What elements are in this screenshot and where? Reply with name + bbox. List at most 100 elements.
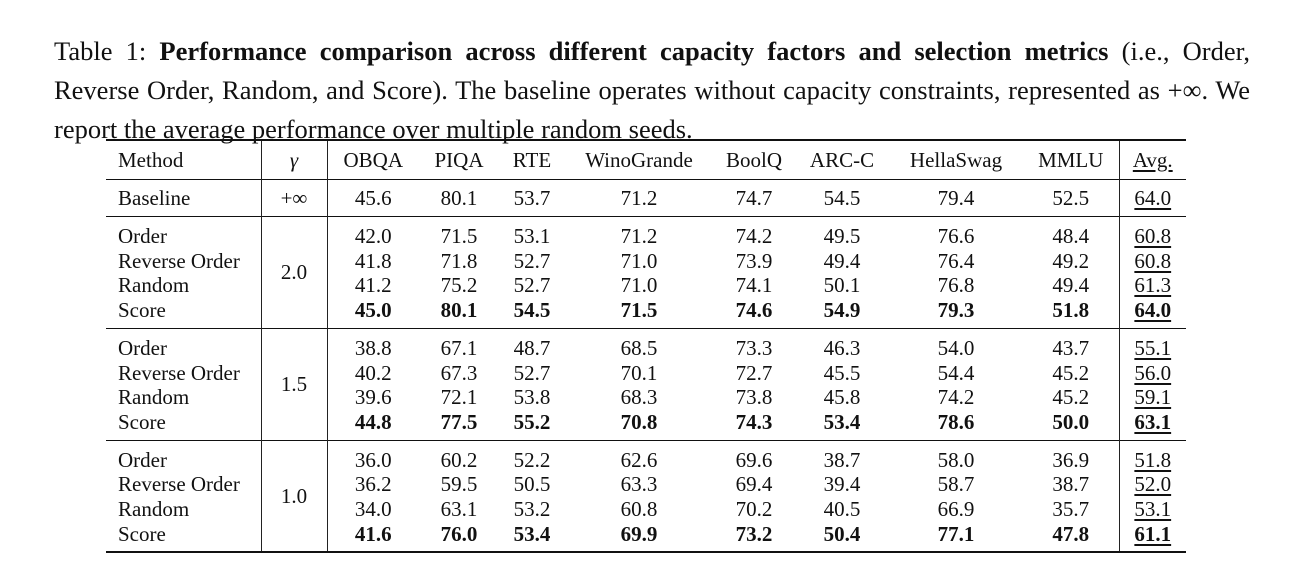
method-cell: Random — [118, 385, 190, 410]
cell-boolq: 73.8 — [735, 385, 773, 410]
cell-obqa: 42.0 — [327, 215, 419, 249]
cell-mmlu: 51.8 — [1052, 298, 1090, 323]
cell-boolq: 73.2 — [713, 521, 795, 554]
method-cell: Score — [118, 298, 166, 323]
cell-piqa: 71.8 — [440, 248, 478, 273]
caption-bold: Performance comparison across different … — [159, 36, 1109, 66]
cell-piqa: 77.5 — [440, 409, 478, 434]
table-row: Order 1.0 36.0 60.2 52.2 62.6 69.6 38.7 58.0 36.9… — [106, 439, 1186, 554]
header-gamma: γ — [260, 139, 328, 180]
table-row: Score 44.8 77.5 55.2 70.8 74.3 53.4 78.6 50.0 63.… — [106, 409, 1186, 441]
method-cell: Random — [118, 497, 190, 522]
cell-hellaswag: 54.4 — [937, 360, 975, 385]
cell-arc-c: 45.5 — [823, 360, 861, 385]
header-hellaswag: HellaSwag — [889, 139, 1023, 180]
cell-hellaswag: 77.1 — [889, 521, 1023, 554]
cell-rte: 52.7 — [513, 360, 551, 385]
header-arc-c: ARC-C — [795, 139, 889, 180]
cell-rte: 55.2 — [513, 409, 551, 434]
method-cell: Reverse Order — [118, 248, 240, 273]
method-cell: Order — [106, 439, 261, 473]
cell-winogrande: 62.6 — [565, 439, 713, 473]
table-row: Score 45.0 80.1 54.5 71.5 74.6 54.9 79.3 51.8 64.… — [106, 298, 1186, 329]
cell-arc-c: 38.7 — [795, 439, 889, 473]
cell-piqa: 76.0 — [419, 521, 499, 554]
baseline-method: Baseline — [106, 179, 261, 217]
cell-arc-c: 45.8 — [823, 385, 861, 410]
header-rte: RTE — [499, 139, 565, 180]
cell-obqa: 41.2 — [354, 273, 392, 298]
cell-obqa: 36.0 — [327, 439, 419, 473]
baseline-mmlu: 52.5 — [1023, 179, 1119, 217]
baseline-piqa: 80.1 — [419, 179, 499, 217]
cell-arc-c: 50.4 — [795, 521, 889, 554]
cell-obqa: 45.0 — [354, 298, 392, 323]
cell-arc-c: 40.5 — [823, 497, 861, 522]
cell-boolq: 74.2 — [713, 215, 795, 249]
cell-arc-c: 50.1 — [823, 273, 861, 298]
cell-obqa: 39.6 — [354, 385, 392, 410]
table-row: Order 1.5 38.8 67.1 48.7 68.5 73.3 46.3 54.0 43.7… — [106, 327, 1186, 441]
cell-arc-c: 49.4 — [823, 248, 861, 273]
cell-mmlu: 36.9 — [1023, 439, 1119, 473]
cell-avg: 55.1 — [1118, 327, 1186, 361]
cell-winogrande: 68.5 — [565, 327, 713, 361]
cell-boolq: 74.3 — [735, 409, 773, 434]
cell-avg: 56.0 — [1118, 360, 1186, 386]
cell-avg: 61.1 — [1118, 521, 1186, 554]
cell-rte: 53.4 — [499, 521, 565, 554]
cell-mmlu: 35.7 — [1052, 497, 1090, 522]
baseline-hellaswag: 79.4 — [889, 179, 1023, 217]
cell-rte: 52.7 — [513, 273, 551, 298]
method-cell: Order — [106, 327, 261, 361]
cell-rte: 50.5 — [513, 472, 551, 497]
baseline-obqa: 45.6 — [327, 179, 419, 217]
baseline-avg: 64.0 — [1118, 179, 1186, 217]
cell-piqa: 75.2 — [440, 273, 478, 298]
cell-hellaswag: 58.7 — [937, 472, 975, 497]
cell-avg: 63.1 — [1118, 409, 1186, 441]
header-winogrande: WinoGrande — [565, 139, 713, 180]
cell-arc-c: 53.4 — [823, 409, 861, 434]
cell-piqa: 60.2 — [419, 439, 499, 473]
cell-rte: 52.7 — [513, 248, 551, 273]
table-row: Reverse Order 41.8 71.8 52.7 71.0 73.9 49.4 76.… — [106, 248, 1186, 274]
cell-avg: 59.1 — [1118, 385, 1186, 410]
baseline-gamma: +∞ — [260, 179, 328, 217]
cell-arc-c: 54.9 — [823, 298, 861, 323]
cell-hellaswag: 74.2 — [937, 385, 975, 410]
caption-rest: (i.e., Order, Reverse Order, Random, and… — [54, 36, 1250, 144]
cell-hellaswag: 54.0 — [889, 327, 1023, 361]
cell-boolq: 74.1 — [735, 273, 773, 298]
cell-rte: 53.8 — [513, 385, 551, 410]
cell-avg: 51.8 — [1118, 439, 1186, 473]
table-row: Score 41.6 76.0 53.4 69.9 73.2 50.4 77.1 47.8 61.… — [106, 521, 1186, 554]
cell-obqa: 44.8 — [354, 409, 392, 434]
cell-piqa: 67.1 — [419, 327, 499, 361]
gamma-cell: 2.0 — [260, 216, 328, 329]
results-table: Method γ OBQA PIQA RTE WinoGrande BoolQ … — [106, 139, 1186, 554]
header-piqa: PIQA — [419, 139, 499, 180]
cell-boolq: 69.6 — [713, 439, 795, 473]
gamma-cell: 1.0 — [260, 439, 328, 554]
cell-avg: 52.0 — [1118, 472, 1186, 498]
cell-hellaswag: 66.9 — [937, 497, 975, 522]
method-cell: Score — [118, 409, 166, 434]
cell-avg: 53.1 — [1118, 497, 1186, 522]
cell-arc-c: 39.4 — [823, 472, 861, 497]
table-row: Random 39.6 72.1 53.8 68.3 73.8 45.8 74.2 45.2 59… — [106, 385, 1186, 410]
table-row: Random 34.0 63.1 53.2 60.8 70.2 40.5 66.9 35.7 53… — [106, 497, 1186, 522]
cell-mmlu: 49.4 — [1052, 273, 1090, 298]
cell-mmlu: 43.7 — [1023, 327, 1119, 361]
header-mmlu: MMLU — [1023, 139, 1119, 180]
cell-hellaswag: 58.0 — [889, 439, 1023, 473]
cell-avg: 64.0 — [1118, 298, 1186, 329]
cell-rte: 52.2 — [499, 439, 565, 473]
baseline-winogrande: 71.2 — [565, 179, 713, 217]
header-avg: Avg. — [1118, 139, 1186, 180]
cell-avg: 60.8 — [1118, 215, 1186, 249]
cell-winogrande: 63.3 — [620, 472, 658, 497]
header-method: Method — [106, 139, 261, 180]
baseline-arc-c: 54.5 — [795, 179, 889, 217]
table-row: Order 2.0 42.0 71.5 53.1 71.2 74.2 49.5 76.6 48.4… — [106, 215, 1186, 329]
